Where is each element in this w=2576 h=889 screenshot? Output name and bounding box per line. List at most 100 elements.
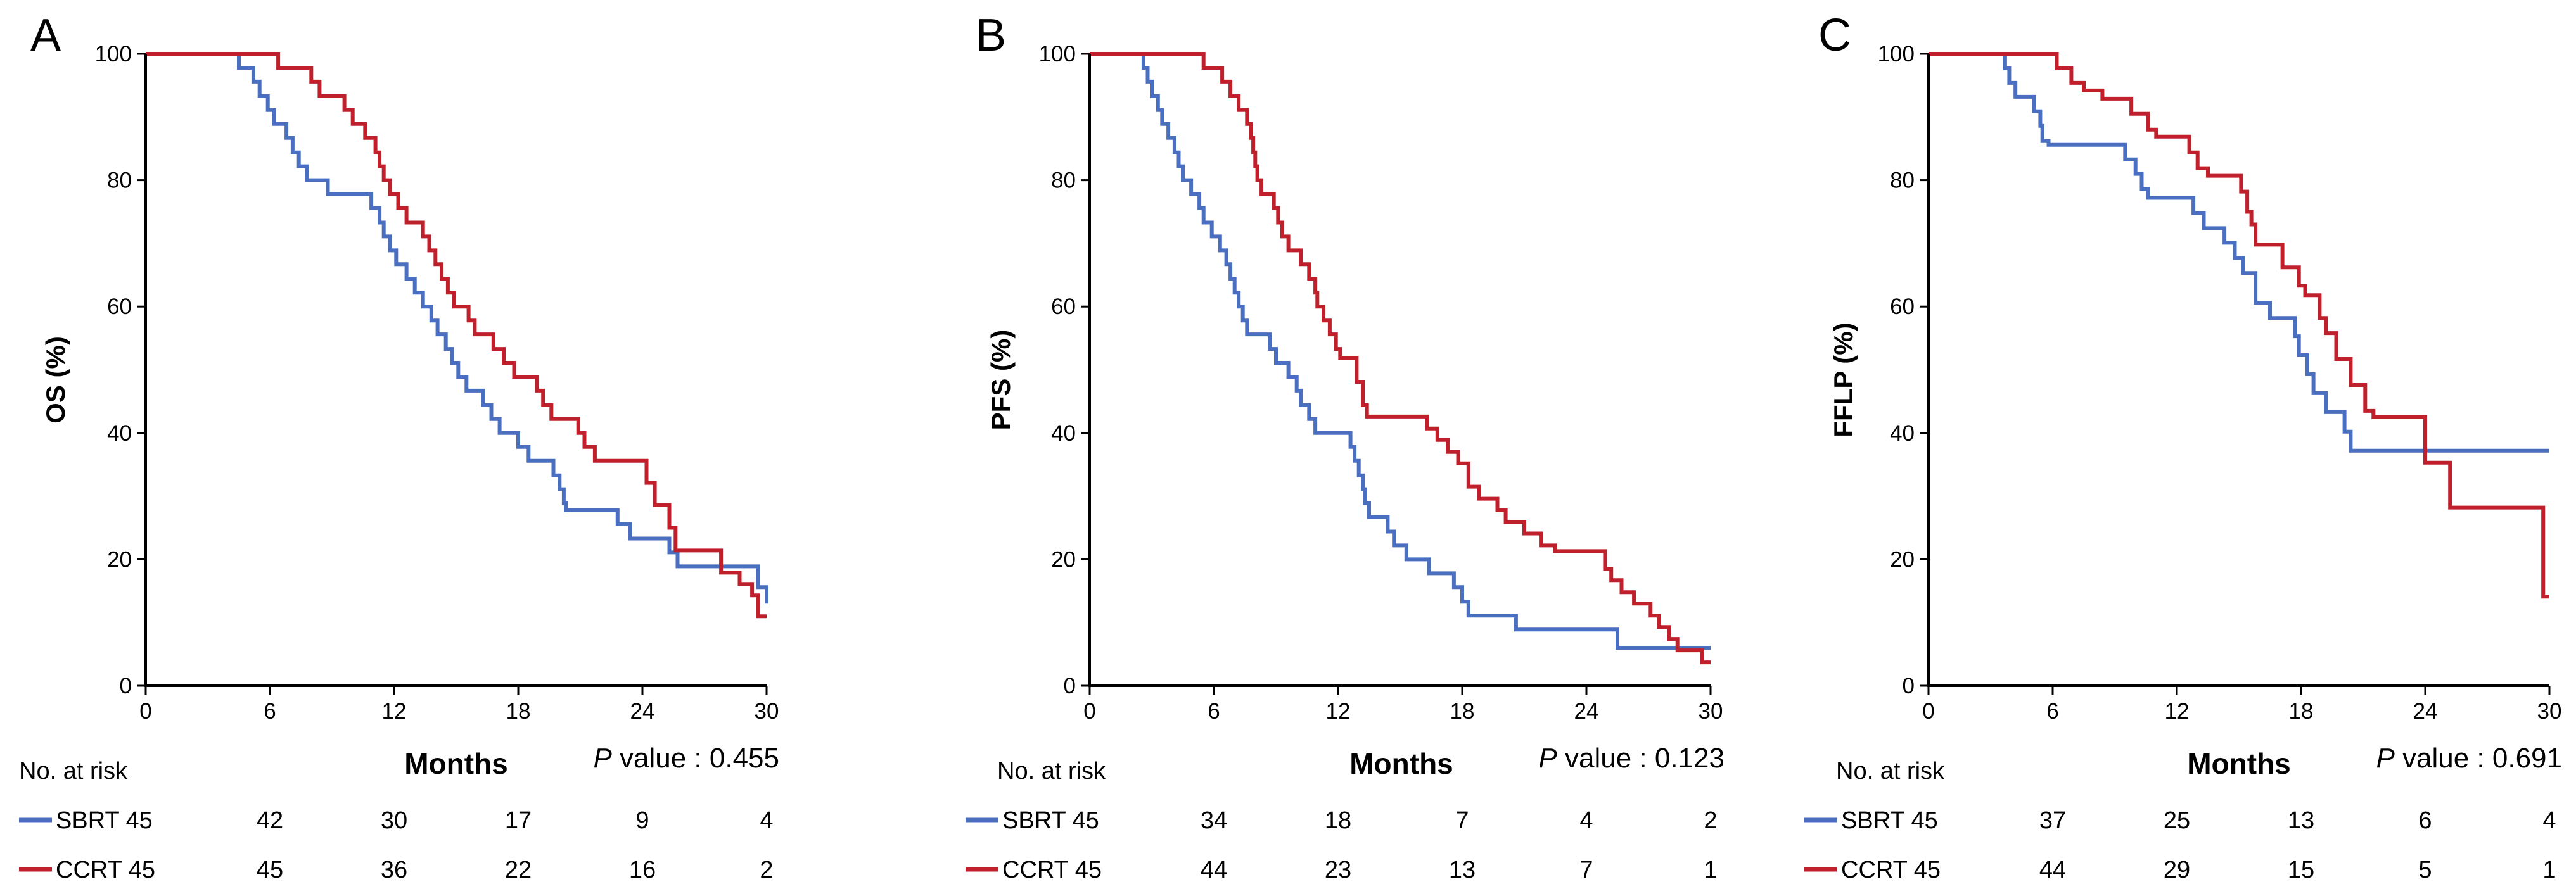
sbrt-risk-value: 13 (2288, 807, 2314, 834)
y-tick-label: 100 (95, 42, 132, 66)
ccrt-risk-value: 1 (1704, 857, 1717, 883)
x-tick-label: 0 (1922, 699, 1934, 724)
x-tick-label: 24 (1574, 699, 1599, 724)
survival-curves (1929, 52, 2549, 599)
y-tick-label: 100 (1039, 42, 1076, 66)
y-tick-label: 60 (1051, 294, 1076, 319)
sbrt-risk-value: 34 (1201, 807, 1227, 834)
y-tick-label: 20 (1051, 547, 1076, 572)
ccrt-survival-curve (146, 52, 767, 619)
x-tick-label: 6 (264, 699, 276, 724)
sbrt-risk-value: 7 (1455, 807, 1469, 834)
sbrt-survival-curve (1929, 52, 2549, 453)
y-tick-label: 20 (107, 547, 132, 572)
ccrt-risk-label: CCRT 45 (1841, 857, 1941, 883)
sbrt-risk-value: 17 (505, 807, 532, 834)
x-tick-label: 30 (2537, 699, 2562, 724)
y-axis-label: FFLP (%) (1828, 322, 1858, 437)
axes (144, 54, 767, 687)
ccrt-risk-value: 5 (2418, 857, 2432, 883)
sbrt-risk-label: SBRT 45 (1841, 807, 1938, 834)
x-axis-label: Months (2187, 747, 2291, 780)
y-tick-label: 0 (120, 674, 132, 698)
ccrt-risk-value: 36 (381, 857, 407, 883)
p-value: P value : 0.123 (1538, 743, 1725, 774)
sbrt-survival-curve (146, 52, 768, 604)
x-tick-label: 30 (1699, 699, 1723, 724)
axes (1088, 54, 1711, 687)
y-tick-label: 20 (1890, 547, 1915, 572)
ccrt-risk-value: 13 (1449, 857, 1476, 883)
sbrt-risk-label: SBRT 45 (56, 807, 153, 834)
y-tick-label: 80 (1051, 168, 1076, 193)
survival-curves (146, 52, 768, 619)
ccrt-risk-value: 16 (629, 857, 656, 883)
y-tick-label: 60 (107, 294, 132, 319)
sbrt-risk-value: 4 (760, 807, 773, 834)
axis-ticks: 0 6 12 18 24 30 0 20 40 60 80 100 (1878, 42, 2562, 724)
panel-c: C FFLP (%) 0 6 12 18 24 30 0 20 40 60 80 100 Months… (1804, 10, 2562, 883)
sbrt-risk-value: 2 (1704, 807, 1717, 834)
x-tick-label: 12 (382, 699, 407, 724)
sbrt-risk-value: 6 (2418, 807, 2432, 834)
y-tick-label: 60 (1890, 294, 1915, 319)
y-tick-label: 40 (107, 421, 132, 446)
axes (1927, 54, 2549, 687)
risk-table-title: No. at risk (19, 758, 128, 785)
x-tick-label: 0 (1083, 699, 1095, 724)
ccrt-risk-value: 1 (2542, 857, 2556, 883)
x-tick-label: 24 (630, 699, 655, 724)
x-tick-label: 18 (1450, 699, 1475, 724)
x-tick-label: 0 (139, 699, 151, 724)
p-value: P value : 0.455 (593, 743, 779, 774)
ccrt-risk-value: 29 (2164, 857, 2190, 883)
panel-letter: B (976, 10, 1006, 61)
x-tick-label: 12 (1326, 699, 1351, 724)
risk-values: 34 18 7 4 2 44 23 13 7 1 (1201, 807, 1718, 883)
sbrt-risk-value: 37 (2039, 807, 2066, 834)
ccrt-risk-value: 22 (505, 857, 532, 883)
y-tick-label: 0 (1064, 674, 1076, 698)
y-axis-label: OS (%) (41, 336, 70, 424)
panel-letter: C (1818, 10, 1851, 61)
x-tick-label: 6 (1208, 699, 1220, 724)
x-tick-label: 18 (506, 699, 531, 724)
y-tick-label: 100 (1878, 42, 1915, 66)
ccrt-risk-label: CCRT 45 (56, 857, 155, 883)
sbrt-risk-value: 42 (257, 807, 283, 834)
survival-curves (1090, 52, 1711, 665)
x-axis-label: Months (1349, 747, 1453, 780)
ccrt-survival-curve (1090, 52, 1711, 665)
x-tick-label: 30 (755, 699, 779, 724)
x-axis-label: Months (404, 747, 508, 780)
risk-table-title: No. at risk (997, 758, 1106, 785)
risk-values: 37 25 13 6 444 29 15 5 1 (2039, 807, 2556, 883)
ccrt-risk-value: 15 (2288, 857, 2314, 883)
sbrt-risk-value: 30 (381, 807, 407, 834)
ccrt-survival-curve (1929, 52, 2549, 599)
risk-values: 42 30 17 9 4 45 36 22 16 2 (257, 807, 774, 883)
y-axis-label: PFS (%) (986, 330, 1016, 431)
sbrt-risk-value: 9 (635, 807, 649, 834)
ccrt-risk-value: 23 (1325, 857, 1351, 883)
x-tick-label: 24 (2413, 699, 2438, 724)
sbrt-risk-value: 4 (1579, 807, 1593, 834)
sbrt-risk-value: 25 (2164, 807, 2190, 834)
ccrt-risk-value: 45 (257, 857, 283, 883)
y-tick-label: 40 (1051, 421, 1076, 446)
y-tick-label: 0 (1903, 674, 1915, 698)
risk-table-title: No. at risk (1836, 758, 1945, 785)
sbrt-risk-value: 18 (1325, 807, 1351, 834)
ccrt-risk-value: 2 (760, 857, 773, 883)
sbrt-survival-curve (1090, 52, 1711, 650)
sbrt-risk-label: SBRT 45 (1002, 807, 1099, 834)
panel-letter: A (30, 10, 61, 61)
ccrt-risk-value: 44 (2039, 857, 2066, 883)
ccrt-risk-value: 44 (1201, 857, 1227, 883)
axis-ticks: 0 6 12 18 24 30 0 20 40 60 80 100 (95, 42, 779, 724)
x-tick-label: 6 (2046, 699, 2058, 724)
sbrt-risk-value: 4 (2542, 807, 2556, 834)
